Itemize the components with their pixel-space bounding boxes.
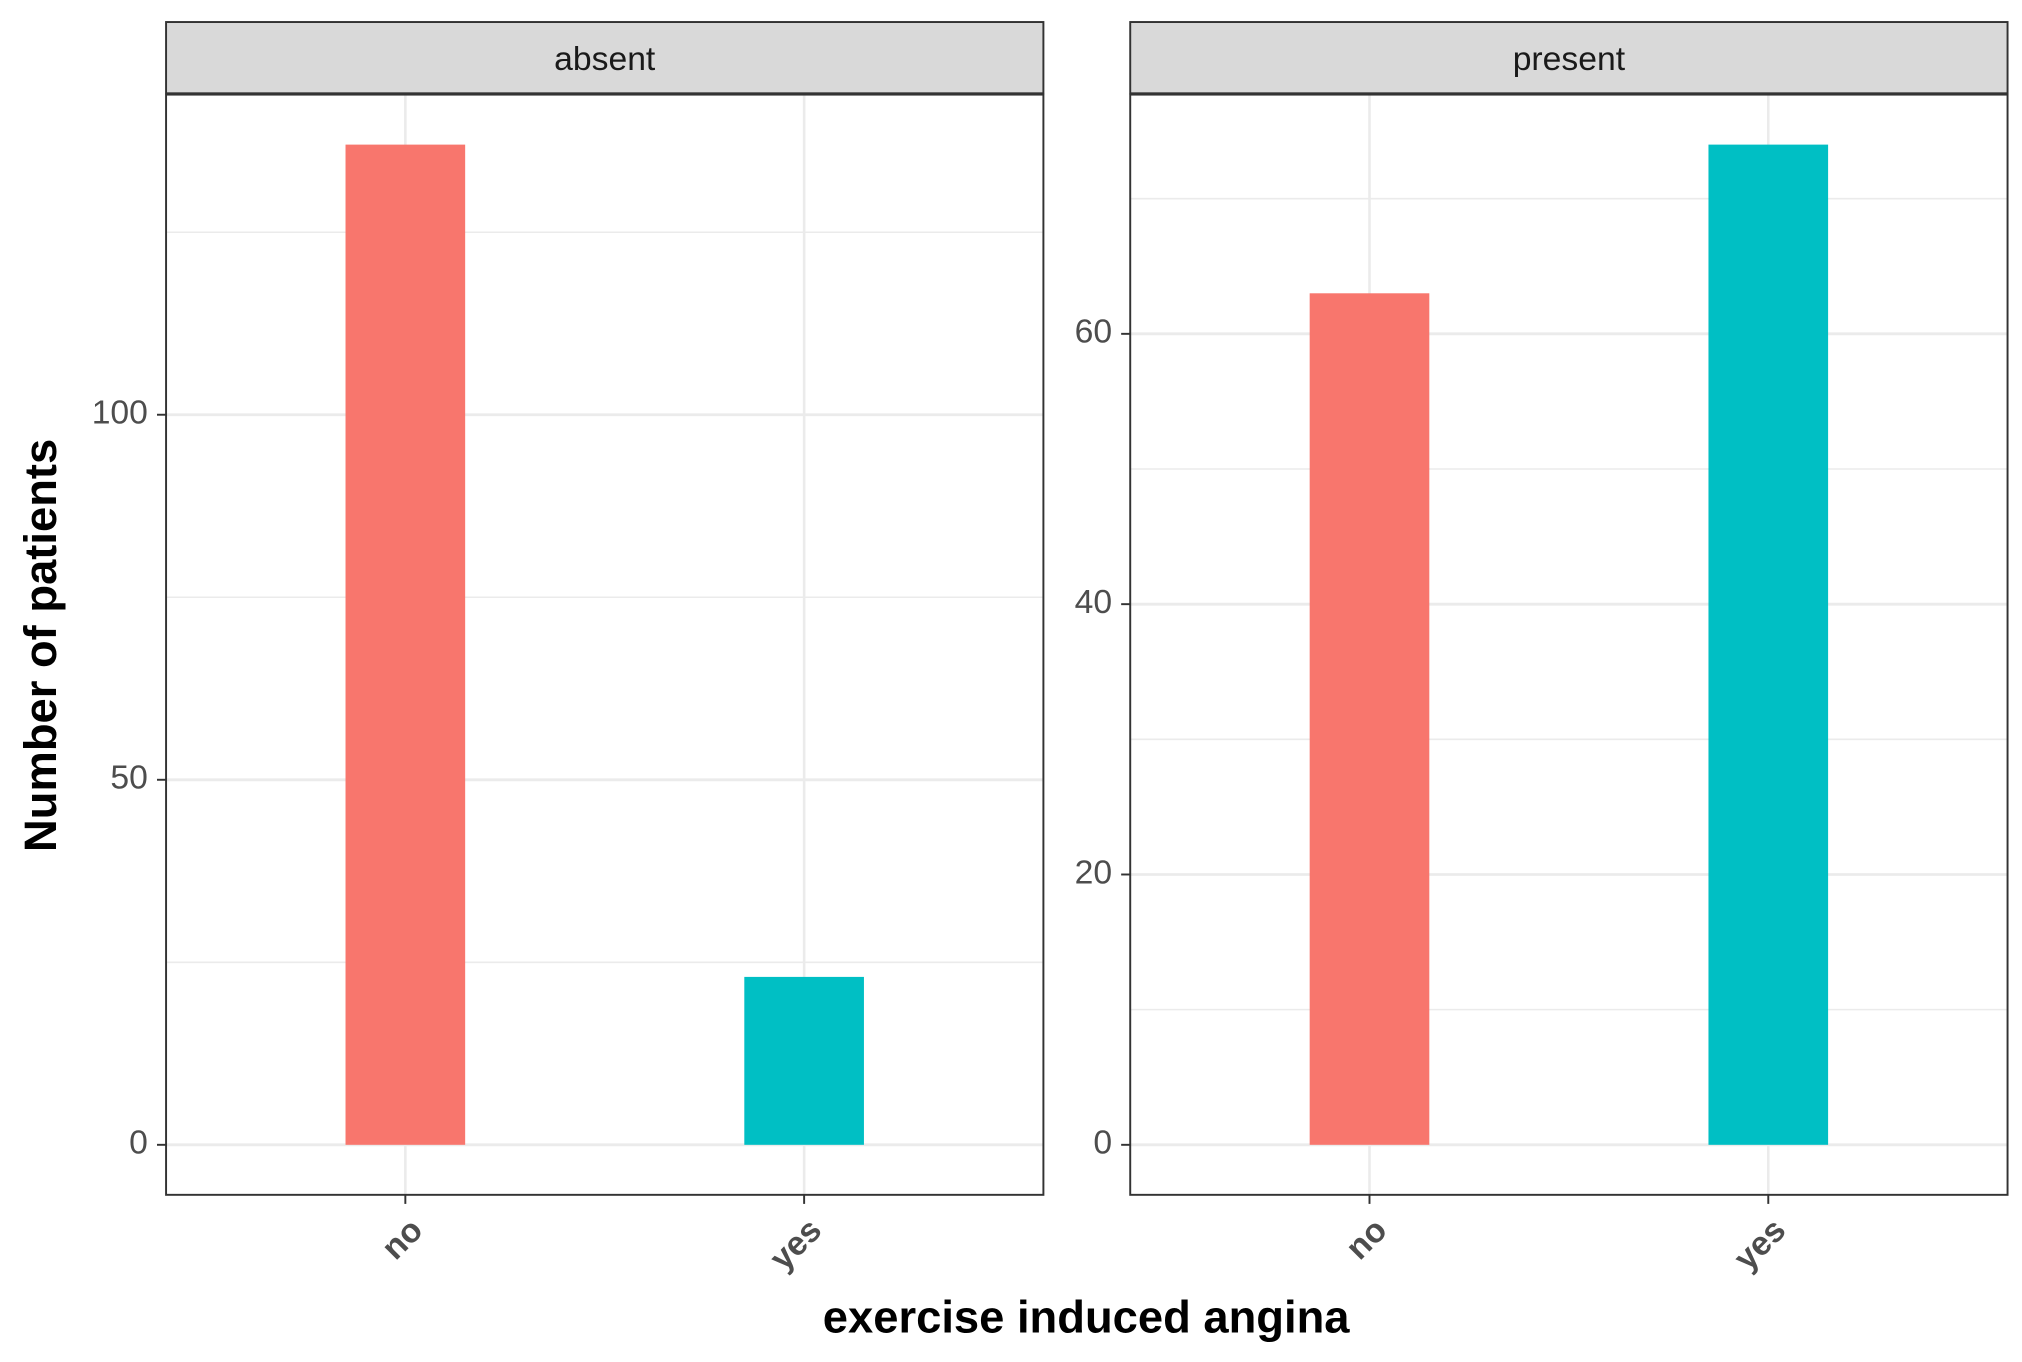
y-tick-label: 50 [110,760,147,797]
y-axis-title: Number of patients [15,439,66,852]
y-tick-label: 60 [1075,314,1112,351]
y-tick-label: 20 [1075,854,1112,891]
x-tick-label: no [1339,1212,1394,1267]
strip [165,21,1045,95]
y-tick-label: 0 [129,1125,148,1162]
panel-border [1129,93,2009,1196]
y-tick-label: 0 [1093,1125,1112,1162]
y-tick-label: 40 [1075,584,1112,621]
x-axis-title: exercise induced angina [823,1292,1350,1343]
y-tick-label: 100 [92,395,148,432]
bar [1309,293,1430,1145]
x-tick-label: yes [763,1212,829,1278]
panel-title: present [1513,41,1626,78]
x-tick-label: yes [1727,1212,1793,1278]
bar [1708,144,1829,1145]
bar [744,976,864,1145]
panel-title: absent [554,41,656,78]
panel-border [165,93,1045,1196]
bar [345,144,466,1145]
x-tick-label: no [375,1212,430,1267]
strip [1129,21,2009,95]
